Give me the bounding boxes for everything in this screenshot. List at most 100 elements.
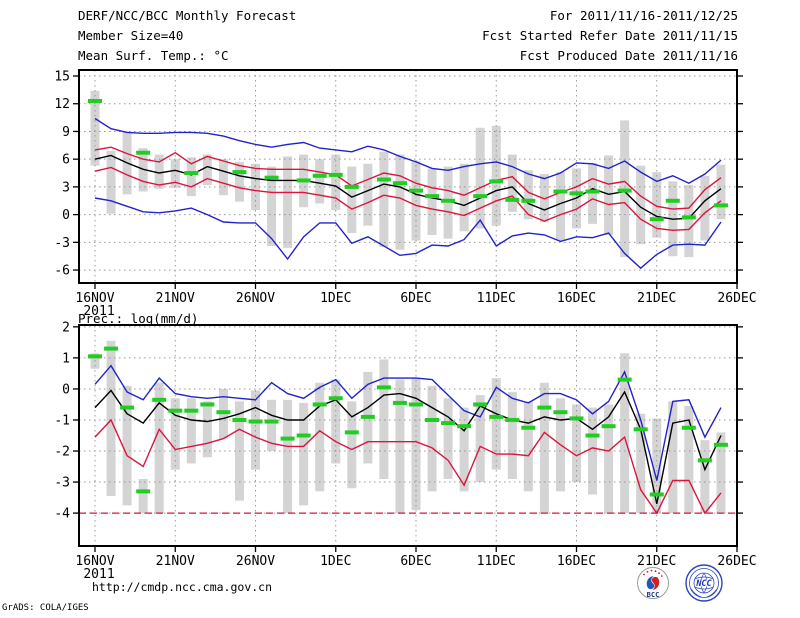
spread-bar — [716, 164, 726, 220]
series-mean-plus-std — [94, 146, 722, 210]
x-tick-label: 21DEC — [637, 554, 676, 569]
x-tick-label: 21NOV — [156, 291, 195, 306]
x-tick-label: 6DEC — [400, 554, 431, 569]
spread-bar — [459, 163, 469, 232]
obs-dash — [88, 98, 102, 103]
x-tick-label: 26DEC — [717, 554, 756, 569]
obs-dash — [425, 417, 440, 422]
spread-bar — [523, 170, 533, 220]
obs-dash — [617, 188, 632, 193]
spread-bar — [395, 379, 405, 514]
spread-bar — [331, 154, 341, 210]
obs-dash — [489, 414, 504, 419]
spread-bar — [588, 407, 598, 495]
obs-dash — [681, 215, 696, 220]
x-tick-label: 1DEC — [320, 554, 351, 569]
obs-dash — [489, 179, 504, 184]
spread-bar — [154, 154, 164, 189]
obs-dash — [681, 425, 696, 430]
y-tick-label: -4 — [54, 507, 70, 522]
obs-dash — [633, 427, 648, 432]
obs-dash — [392, 400, 407, 405]
obs-dash — [505, 197, 520, 202]
spread-bar — [267, 166, 277, 247]
spread-bar — [459, 407, 469, 492]
bcc-logo-icon: BCC — [637, 567, 669, 599]
axis-box — [78, 69, 738, 284]
obs-dash — [184, 171, 199, 176]
spread-bar — [684, 406, 694, 514]
obs-dash — [152, 397, 167, 402]
obs-dash — [312, 173, 327, 178]
y-tick-label: 15 — [54, 70, 70, 85]
spread-bar — [507, 392, 517, 479]
spread-bar — [379, 151, 389, 247]
obs-dash — [713, 442, 728, 447]
obs-dash — [441, 198, 456, 203]
spread-bar — [491, 378, 501, 470]
spread-bar — [604, 404, 614, 514]
obs-dash — [232, 170, 247, 175]
spread-bar — [572, 404, 581, 483]
obs-dash — [312, 402, 327, 407]
spread-bar — [411, 378, 421, 510]
series-mean-minus-std — [94, 418, 722, 515]
obs-dash — [360, 414, 375, 419]
x-tick-year-label: 2011 — [83, 304, 114, 319]
spread-bar — [234, 161, 244, 202]
spread-bar — [700, 175, 710, 241]
y-tick-label: 0 — [62, 208, 70, 223]
spread-bar — [90, 90, 100, 166]
x-tick-label: 16NOV — [75, 291, 114, 306]
y-tick-label: -1 — [54, 413, 70, 428]
obs-dash — [280, 436, 295, 441]
obs-dash — [328, 396, 343, 401]
spread-bar — [299, 402, 309, 506]
series-ensemble-max — [94, 364, 722, 481]
x-tick-year-label: 2011 — [83, 567, 114, 582]
y-tick-label: 9 — [62, 125, 70, 140]
obs-dash — [296, 433, 311, 438]
spread-bar — [347, 166, 357, 234]
spread-bar — [315, 382, 325, 492]
grads-credit-label: GrADS: COLA/IGES — [2, 603, 89, 613]
spread-bar — [202, 401, 212, 458]
series-ensemble-mean — [94, 389, 722, 504]
obs-dash — [88, 354, 102, 359]
obs-dash — [120, 405, 135, 410]
y-tick-label: 12 — [54, 97, 70, 112]
spread-bar — [363, 163, 373, 226]
x-tick-label: 16DEC — [557, 291, 596, 306]
obs-dash — [457, 424, 472, 429]
x-tick-label: 11DEC — [477, 554, 516, 569]
y-tick-label: 0 — [62, 382, 70, 397]
x-tick-label: 21NOV — [156, 554, 195, 569]
spread-bar — [315, 159, 325, 204]
spread-bar — [283, 399, 293, 514]
x-tick-label: 6DEC — [400, 291, 431, 306]
obs-dash — [296, 178, 311, 183]
obs-dash — [344, 430, 359, 435]
spread-bar — [636, 413, 646, 514]
y-tick-label: -2 — [54, 445, 70, 460]
spread-bar — [652, 172, 662, 238]
x-tick-label: 1DEC — [320, 291, 351, 306]
spread-bar — [507, 154, 517, 212]
obs-dash — [441, 421, 456, 426]
spread-bar — [186, 157, 196, 197]
source-url-link[interactable]: http://cmdp.ncc.cma.gov.cn — [92, 580, 273, 594]
spread-bar — [475, 395, 485, 483]
obs-dash — [649, 217, 664, 222]
series-ensemble-max — [94, 117, 722, 184]
obs-dash — [713, 203, 728, 208]
obs-dash — [649, 492, 664, 497]
obs-dash — [136, 150, 151, 155]
spread-bar — [106, 150, 116, 214]
obs-dash — [104, 346, 119, 351]
spread-bar — [716, 432, 726, 514]
spread-bar — [604, 155, 614, 235]
spread-bar — [170, 159, 180, 188]
